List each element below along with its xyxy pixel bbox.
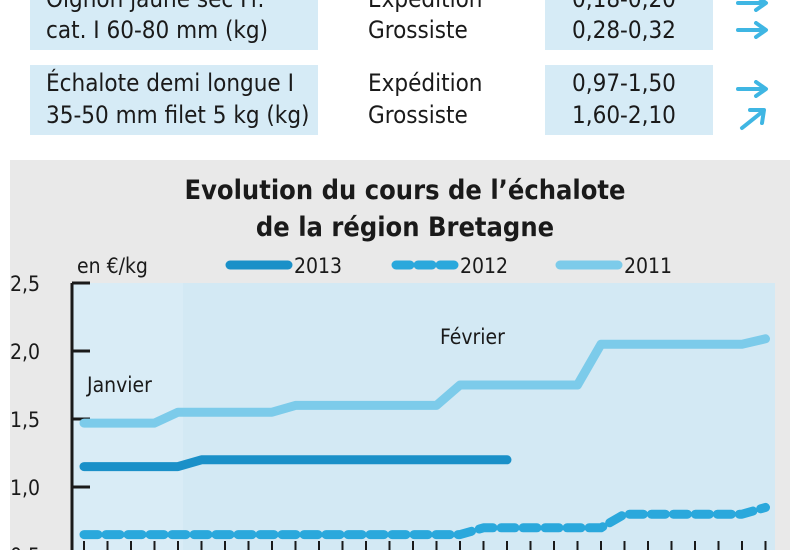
product-cell-onion bbox=[30, 0, 318, 50]
price-range: 0,97-1,50 bbox=[572, 69, 676, 97]
y-tick-label: 0,5 bbox=[10, 544, 40, 550]
month-label-january: Janvier bbox=[86, 373, 152, 397]
arrow-right-icon bbox=[736, 80, 768, 98]
product-name-line: Oignon jaune sec Fr. bbox=[46, 0, 264, 16]
legend-label-2012: 2012 bbox=[460, 254, 508, 278]
x-axis bbox=[83, 541, 767, 550]
chart-subtitle: de la région Bretagne bbox=[256, 212, 554, 243]
series-lines bbox=[79, 334, 770, 540]
price-range: 0,28-0,32 bbox=[572, 16, 676, 44]
series-line-2011 bbox=[79, 334, 770, 428]
series-line-2013 bbox=[79, 455, 512, 472]
price-range: 0,18-0,20 bbox=[572, 0, 676, 16]
arrow-right-icon bbox=[736, 21, 768, 39]
y-axis-unit: en €/kg bbox=[77, 254, 148, 278]
arrow-right-icon bbox=[736, 0, 768, 12]
market-stage-label: Expédition bbox=[368, 0, 482, 16]
product-cell-shallot bbox=[30, 65, 318, 135]
y-tick-label: 2,0 bbox=[10, 340, 40, 364]
y-tick-label: 2,5 bbox=[10, 272, 40, 296]
price-cell-shallot bbox=[545, 65, 713, 135]
legend-label-2011: 2011 bbox=[624, 254, 672, 278]
price-cell-onion bbox=[545, 0, 713, 50]
legend: 2013 2012 2011 bbox=[225, 254, 672, 278]
market-stage-label: Grossiste bbox=[368, 101, 468, 129]
market-stage-label: Grossiste bbox=[368, 16, 468, 44]
month-label-february: Février bbox=[440, 325, 505, 349]
price-range: 1,60-2,10 bbox=[572, 101, 676, 129]
market-stage-label: Expédition bbox=[368, 69, 483, 97]
legend-label-2013: 2013 bbox=[294, 254, 342, 278]
y-tick-label: 1,0 bbox=[10, 476, 40, 500]
chart-title: Evolution du cours de l’échalote bbox=[184, 175, 625, 206]
series-line-2012 bbox=[79, 502, 770, 540]
product-name-line: 35-50 mm filet 5 kg (kg) bbox=[46, 101, 310, 129]
y-axis: 0,5 1,0 1,5 2,0 2,5 bbox=[10, 272, 90, 550]
y-tick-label: 1,5 bbox=[10, 408, 40, 432]
february-band bbox=[183, 283, 775, 550]
product-name-line: cat. I 60-80 mm (kg) bbox=[46, 16, 269, 44]
arrow-up-right-icon bbox=[740, 108, 766, 130]
product-name-line: Échalote demi longue I bbox=[46, 69, 294, 97]
